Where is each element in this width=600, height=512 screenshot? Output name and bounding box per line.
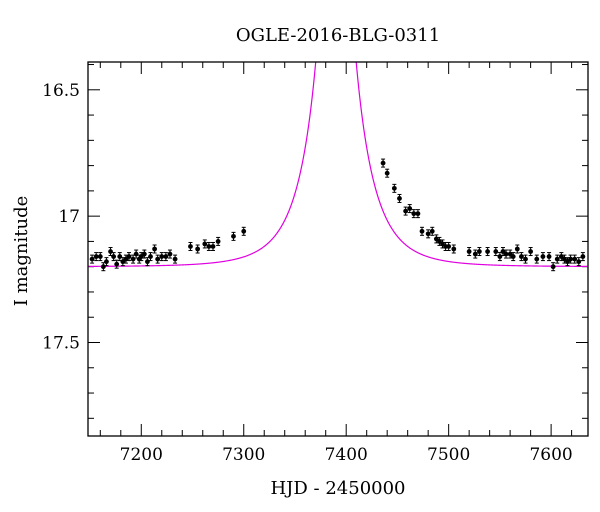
- data-point: [568, 256, 573, 262]
- data-point: [97, 254, 103, 259]
- y-axis-label: I magnitude: [11, 196, 32, 307]
- data-point: [111, 254, 117, 259]
- x-tick-label: 7400: [325, 445, 368, 465]
- axis-ticks: [88, 62, 588, 436]
- data-point: [419, 228, 425, 234]
- data-point: [202, 241, 208, 247]
- data-point: [446, 244, 452, 249]
- data-point: [540, 254, 546, 259]
- data-points: [89, 158, 586, 272]
- data-point: [451, 246, 457, 252]
- data-point: [195, 246, 201, 252]
- data-point: [148, 254, 153, 259]
- data-point: [89, 256, 95, 262]
- x-tick-label: 7200: [120, 445, 163, 465]
- x-axis-label: HJD - 2450000: [270, 478, 405, 499]
- data-point: [415, 211, 421, 217]
- data-point: [534, 256, 540, 262]
- data-point: [519, 254, 524, 259]
- data-point: [572, 256, 578, 262]
- data-point: [117, 254, 123, 259]
- data-point: [546, 254, 552, 259]
- data-point: [159, 254, 165, 259]
- data-point: [397, 196, 402, 201]
- data-point: [391, 185, 397, 191]
- data-point: [215, 239, 221, 244]
- data-point: [425, 231, 431, 237]
- data-point: [497, 254, 503, 259]
- data-point: [576, 259, 582, 265]
- data-point: [241, 228, 247, 234]
- data-point: [429, 228, 435, 234]
- data-point: [167, 251, 173, 257]
- x-tick-label: 7300: [222, 445, 265, 465]
- data-point: [114, 261, 120, 267]
- x-tick-label: 7600: [529, 445, 572, 465]
- data-point: [126, 254, 132, 259]
- data-point: [384, 170, 390, 176]
- plot-frame: [87, 61, 589, 437]
- data-point: [411, 211, 417, 217]
- data-point: [485, 249, 490, 254]
- y-tick-label: 17: [58, 207, 80, 227]
- data-point: [133, 251, 139, 257]
- data-point: [493, 249, 499, 254]
- data-point: [231, 233, 236, 239]
- data-point: [210, 244, 216, 249]
- data-point: [141, 251, 147, 257]
- tick-labels: 7200 7300 7400 7500 7600 16.5 17 17.5: [42, 81, 573, 465]
- x-tick-label: 7500: [427, 445, 470, 465]
- data-point: [510, 254, 516, 259]
- data-point: [130, 256, 136, 262]
- data-point: [163, 254, 169, 259]
- data-point: [503, 251, 509, 257]
- data-point: [523, 256, 528, 262]
- data-point: [554, 256, 560, 262]
- data-point: [206, 244, 212, 249]
- data-point: [514, 246, 520, 252]
- data-point: [466, 249, 472, 254]
- y-tick-label: 16.5: [42, 81, 80, 101]
- data-point: [476, 249, 482, 254]
- data-point: [104, 259, 109, 265]
- data-point: [403, 208, 409, 214]
- data-point: [580, 254, 586, 259]
- data-point: [380, 160, 386, 166]
- data-point: [152, 246, 157, 252]
- data-point: [172, 256, 178, 262]
- chart-title: OGLE-2016-BLG-0311: [236, 25, 440, 46]
- data-point: [407, 206, 413, 211]
- data-point: [188, 244, 193, 249]
- data-point: [155, 256, 161, 262]
- data-point: [100, 264, 106, 270]
- data-point: [93, 254, 99, 259]
- y-tick-label: 17.5: [42, 334, 80, 354]
- data-point: [528, 249, 534, 254]
- model-curve: [88, 62, 588, 267]
- data-point: [472, 251, 478, 257]
- data-point: [108, 249, 113, 254]
- data-point: [145, 259, 150, 265]
- data-point: [550, 264, 556, 270]
